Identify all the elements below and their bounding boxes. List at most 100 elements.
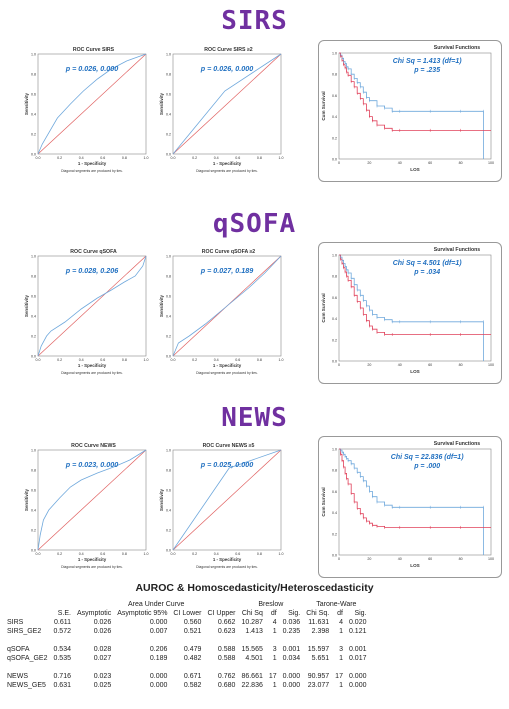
survival-panel-2: Survival Functions 0.0 0.2 0.4 0.6 0.8 1.0 0 20 4… xyxy=(318,436,502,578)
roc-curve xyxy=(172,53,282,155)
roc-ytick: 0.2 xyxy=(166,133,171,137)
survival-xtick: 20 xyxy=(367,161,371,165)
roc-ylabel: Sensitivity xyxy=(159,294,164,317)
roc-footnote: Diagonal segments are produced by ties. xyxy=(196,371,258,375)
survival-pvalue: p = .034 xyxy=(413,269,440,276)
survival-ytick: 0.4 xyxy=(332,511,337,515)
table-cell: 1 xyxy=(272,655,277,662)
survival-ytick: 0.6 xyxy=(332,296,337,300)
table-cell: 0.588 xyxy=(217,646,236,653)
roc-xtick: 0.6 xyxy=(235,552,240,556)
roc-ytick: 0.8 xyxy=(31,275,36,279)
table-header-cell: Sig. xyxy=(354,610,367,617)
survival-ytick: 0.6 xyxy=(332,490,337,494)
roc-ylabel: Sensitivity xyxy=(159,92,164,115)
survival-ytick: 0.8 xyxy=(332,275,337,279)
table-cell: 0.017 xyxy=(348,655,367,662)
section-title-news: NEWS xyxy=(221,403,288,433)
roc-ytick: 0.6 xyxy=(166,93,171,97)
survival-curve-blue xyxy=(339,254,484,361)
roc-footnote: Diagonal segments are produced by ties. xyxy=(61,169,123,173)
table-cell: 90.957 xyxy=(307,673,330,680)
table-header-cell: CI Lower xyxy=(173,610,202,617)
table-cell: 0.000 xyxy=(282,673,301,680)
table-cell: 0.121 xyxy=(348,628,367,635)
table-cell: 15.597 xyxy=(307,646,330,653)
table-header-cell: Chi Sq xyxy=(241,610,263,617)
table-cell: 0.023 xyxy=(93,673,112,680)
group-tarone: Tarone-Ware xyxy=(316,601,357,608)
roc-panel-2-1: ROC Curve NEWS ≥5 0.0 0.0 0.2 0.2 0.4 0.4 0.6 0.… xyxy=(159,440,286,578)
survival-chart: Survival Functions 0.0 0.2 0.4 0.6 0.8 1.0 0 20 4… xyxy=(321,441,494,568)
diagonal-reference-line xyxy=(37,255,147,357)
survival-xtick: 60 xyxy=(428,161,432,165)
roc-footnote: Diagonal segments are produced by ties. xyxy=(61,371,123,375)
table-cell: 0.027 xyxy=(93,655,112,662)
survival-panel-0: Survival Functions 0.0 0.2 0.4 0.6 0.8 1.0 0 20 4… xyxy=(318,40,502,182)
roc-xtick: 0.2 xyxy=(57,156,62,160)
roc-title: ROC Curve qSOFA ≥2 xyxy=(202,249,256,255)
roc-xtick: 0.8 xyxy=(122,156,127,160)
roc-ytick: 0.4 xyxy=(31,315,36,319)
roc-ytick: 0.2 xyxy=(166,335,171,339)
roc-curve xyxy=(37,53,147,155)
table-cell: 0.572 xyxy=(53,628,71,635)
roc-pvalue: p = 0.028, 0.206 xyxy=(65,266,120,275)
roc-ytick: 0.0 xyxy=(31,153,36,157)
survival-xtick: 100 xyxy=(488,363,494,367)
survival-ytick: 0.8 xyxy=(332,73,337,77)
roc-footnote: Diagonal segments are produced by ties. xyxy=(61,565,123,569)
table-cell: 0.623 xyxy=(217,628,236,635)
survival-ytick: 0.2 xyxy=(332,532,337,536)
roc-xtick: 0.4 xyxy=(79,156,84,160)
roc-xtick: 0.2 xyxy=(57,358,62,362)
table-cell: 0.535 xyxy=(53,655,71,662)
roc-xtick: 0.0 xyxy=(171,156,176,160)
survival-ytick: 0.0 xyxy=(332,554,337,558)
table-header-cell: Sig. xyxy=(288,610,301,617)
roc-title: ROC Curve SIRS xyxy=(73,47,115,53)
survival-chart: Survival Functions 0.0 0.2 0.4 0.6 0.8 1.0 0 20 4… xyxy=(321,45,494,172)
table-cell: 0.000 xyxy=(348,673,367,680)
table-cell: 11.631 xyxy=(308,619,330,626)
section-title-qsofa: qSOFA xyxy=(212,209,297,239)
survival-title: Survival Functions xyxy=(434,45,481,51)
roc-xtick: 0.8 xyxy=(122,552,127,556)
roc-ylabel: Sensitivity xyxy=(24,488,29,511)
roc-xtick: 0.8 xyxy=(122,358,127,362)
table-cell: 0.479 xyxy=(183,646,202,653)
survival-xtick: 80 xyxy=(459,363,463,367)
table-cell: 17 xyxy=(268,673,277,680)
table-header-cell: df xyxy=(270,610,277,617)
table-cell: SIRS_GE2 xyxy=(7,628,42,635)
roc-xtick: 0.0 xyxy=(36,552,41,556)
survival-pvalue: p = .235 xyxy=(413,67,440,74)
roc-xtick: 0.4 xyxy=(79,358,84,362)
survival-chisq: Chi Sq = 1.413 (df=1) xyxy=(393,58,463,65)
roc-xlabel: 1 - Specificity xyxy=(213,557,242,562)
roc-pvalue: p = 0.023, 0.000 xyxy=(65,460,119,469)
roc-xtick: 0.2 xyxy=(192,552,197,556)
roc-ytick: 1.0 xyxy=(166,255,171,259)
table-row: SIRS_GE2 0.572 0.026 0.007 0.521 0.623 1.413 1 0… xyxy=(4,627,370,636)
group-auc: Area Under Curve xyxy=(128,601,185,608)
table-header-cell xyxy=(4,609,50,618)
roc-xtick: 0.0 xyxy=(36,358,41,362)
roc-ytick: 0.0 xyxy=(166,549,171,553)
table-cell: 15.565 xyxy=(241,646,263,653)
roc-ytick: 0.2 xyxy=(31,133,36,137)
roc-title: ROC Curve NEWS xyxy=(71,443,116,449)
roc-ytick: 1.0 xyxy=(31,53,36,57)
survival-ytick: 1.0 xyxy=(332,448,337,452)
survival-xlabel: LOS xyxy=(410,563,419,568)
table-row: NEWS 0.716 0.023 0.000 0.671 0.762 86.661 17 0.0… xyxy=(4,672,370,681)
roc-ytick: 1.0 xyxy=(166,449,171,453)
group-breslow: Breslow xyxy=(258,601,284,608)
table-header-cell: Chi Sq. xyxy=(306,610,330,617)
roc-footnote: Diagonal segments are produced by ties. xyxy=(196,565,258,569)
roc-xtick: 0.6 xyxy=(100,358,105,362)
table-cell: 0.007 xyxy=(149,628,168,635)
survival-ytick: 1.0 xyxy=(332,52,337,56)
roc-ytick: 0.8 xyxy=(166,469,171,473)
survival-pvalue: p = .000 xyxy=(413,463,440,470)
